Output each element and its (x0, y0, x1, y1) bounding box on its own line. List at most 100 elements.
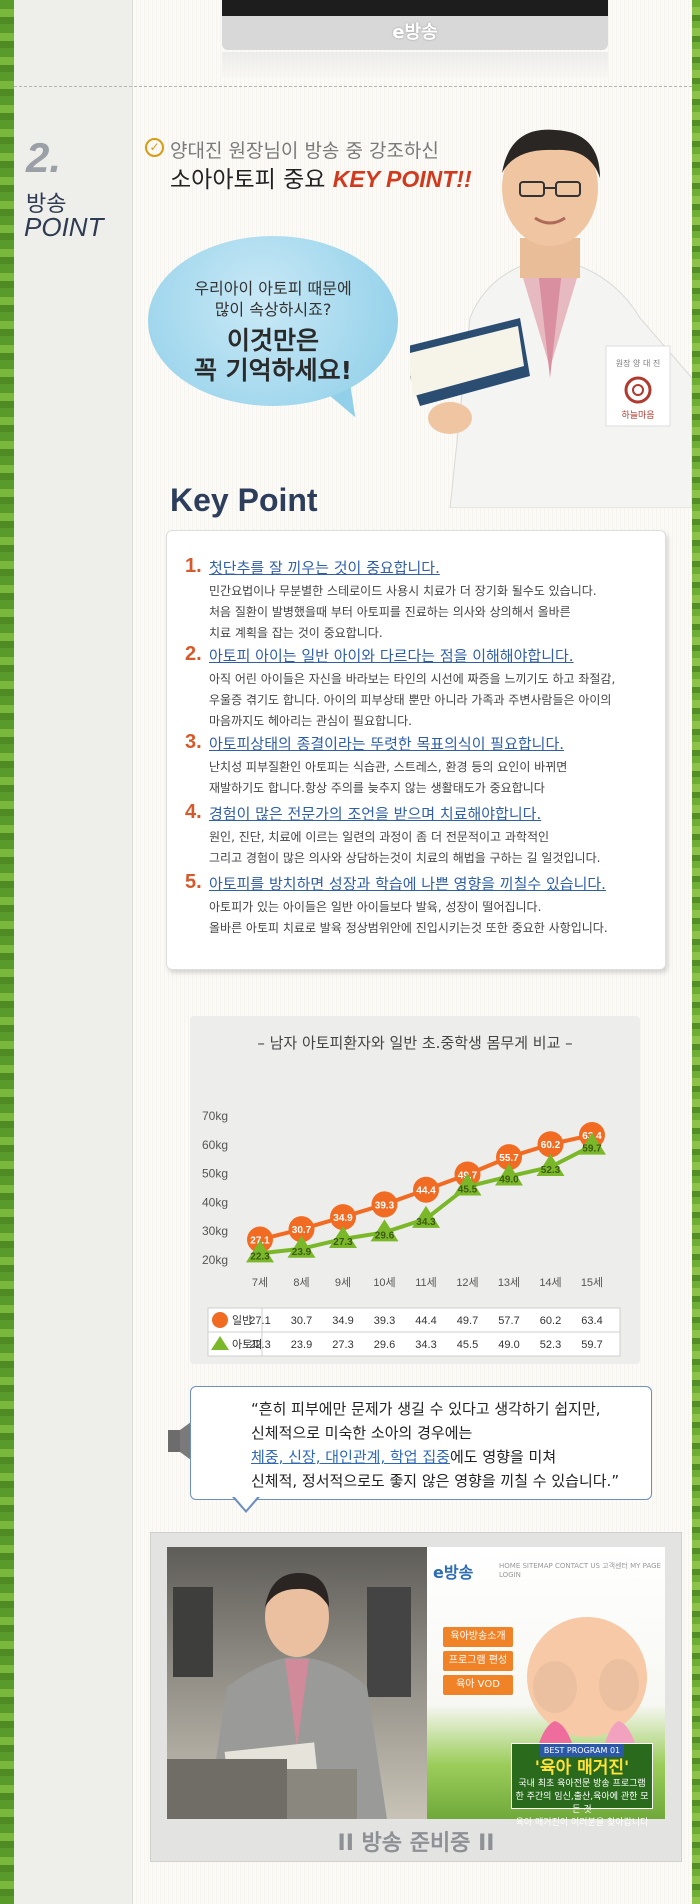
body-line: 민간요법이나 무분별한 스테로이드 사용시 치료가 더 장기화 될수도 있습니다… (209, 584, 597, 598)
bubble-question: 우리아이 아토피 때문에 많이 속상하시죠? (148, 278, 398, 320)
body-line: 아토피가 있는 아이들은 일반 아이들보다 발육, 성장이 떨어집니다. (209, 900, 542, 914)
table-cell: 57.7 (498, 1315, 519, 1327)
site-menu-item[interactable]: 육아 VOD (443, 1675, 513, 1695)
y-tick-label: 60kg (202, 1138, 228, 1152)
key-point-heading: 아토피 아이는 일반 아이와 다르다는 점을 이해해야합니다. (209, 647, 574, 665)
data-label: 23.9 (292, 1247, 312, 1258)
left-grass-border (0, 0, 14, 1904)
section-sidebar (14, 0, 133, 1904)
key-point-body: 민간요법이나 무분별한 스테로이드 사용시 치료가 더 장기화 될수도 있습니다… (209, 581, 657, 644)
table-cell: 63.4 (581, 1315, 602, 1327)
weight-line-chart: 20kg 30kg 40kg 50kg 60kg 70kg 7세 8세 9세 10세 11세 12세 1… (202, 1109, 621, 1357)
table-cell: 52.3 (540, 1339, 561, 1351)
broadcast-website-screenshot: e방송 HOME SITEMAP CONTACT US 고객센터 MY PAGE… (427, 1547, 665, 1828)
key-point-number: 1. (185, 555, 202, 577)
quote-line3: 체중, 신장, 대인관계, 학업 집중에도 영향을 미쳐 (251, 1445, 643, 1469)
key-point-number: 2. (185, 643, 202, 665)
table-cell: 45.5 (457, 1339, 478, 1351)
data-label: 22.3 (250, 1251, 270, 1262)
weight-chart-panel: – 남자 아토피환자와 일반 초.중학생 몸무게 비교 – 20kg 30kg 40… (190, 1016, 640, 1364)
data-label: 30.7 (292, 1225, 312, 1236)
x-tick-label: 7세 (252, 1276, 268, 1289)
legend-name: 일반 (232, 1313, 252, 1327)
key-point-body: 아토피가 있는 아이들은 일반 아이들보다 발육, 성장이 떨어집니다. 올바른… (209, 897, 657, 939)
legend-marker-atopy (211, 1336, 229, 1350)
x-tick-label: 11세 (415, 1276, 437, 1289)
data-label: 52.3 (541, 1165, 561, 1176)
y-tick-label: 30kg (202, 1224, 228, 1238)
data-point-normal (371, 1191, 398, 1218)
quote-tail-inner (234, 1496, 258, 1510)
body-line: 아직 어린 아이들은 자신을 바라보는 타인의 시선에 짜증을 느끼기도 하고 … (209, 672, 616, 686)
doctor-illustration: 원장 양 대 진 하늘마음 (410, 129, 692, 508)
x-tick-label: 15세 (581, 1276, 603, 1289)
data-point-normal (496, 1144, 522, 1171)
y-tick-label: 70kg (202, 1109, 228, 1123)
table-cell: 29.6 (374, 1339, 395, 1351)
body-line: 재발하기도 합니다.항상 주의를 늦추지 않는 생활태도가 중요합니다 (209, 781, 545, 795)
data-label: 34.9 (333, 1213, 353, 1224)
monitor-bottom: e방송 (222, 0, 608, 50)
body-line: 난치성 피부질환인 아토피는 식습관, 스트레스, 환경 등의 요인이 바뀌면 (209, 760, 568, 774)
data-label: 49.0 (499, 1174, 519, 1185)
bubble-line4: 꼭 기억하세요! (193, 356, 353, 385)
table-cell: 30.7 (291, 1315, 312, 1327)
table-cell: 34.9 (332, 1315, 353, 1327)
x-tick-label: 10세 (373, 1276, 395, 1289)
clinic-badge: 하늘마음 (621, 410, 654, 421)
chart-title: – 남자 아토피환자와 일반 초.중학생 몸무게 비교 – (257, 1034, 573, 1052)
data-label: 39.3 (375, 1200, 395, 1211)
data-label: 29.6 (375, 1230, 395, 1241)
site-logo: e방송 (433, 1563, 474, 1582)
data-point-atopy (412, 1205, 440, 1228)
quote-line1: “흔히 피부에만 문제가 생길 수 있다고 생각하기 쉽지만, (251, 1400, 601, 1418)
table-cell: 49.0 (498, 1339, 519, 1351)
key-point-heading: 아토피를 방치하면 성장과 학습에 나쁜 영향을 끼칠수 있습니다. (209, 875, 606, 893)
data-point-atopy (453, 1173, 482, 1196)
data-label: 60.2 (541, 1140, 561, 1151)
quote-line4: 신체적, 정서적으로도 좋지 않은 영향을 끼칠 수 있습니다.” (251, 1472, 620, 1490)
site-menu-item[interactable]: 육아방송소개 (443, 1627, 513, 1647)
section-number: 2. (26, 134, 62, 181)
headline-line1: 양대진 원장님이 방송 중 강조하신 (170, 140, 439, 162)
check-icon: ✓ (145, 138, 164, 157)
monitor-logo: e방송 (392, 22, 438, 43)
site-menu-item[interactable]: 프로그램 편성 (443, 1651, 513, 1671)
body-line: 마음까지도 헤아리는 관심이 필요합니다. (209, 714, 412, 728)
x-tick-label: 8세 (293, 1276, 309, 1289)
banner-line: 육아 매거진이 여러분을 찾아갑니다 (515, 1818, 649, 1828)
data-point-atopy (578, 1132, 606, 1155)
data-point-normal (413, 1176, 439, 1203)
key-point-heading: 경험이 많은 전문가의 조언을 받으며 치료해야합니다. (209, 805, 542, 823)
data-label: 59.7 (582, 1144, 602, 1155)
data-label: 55.7 (499, 1153, 519, 1164)
data-point-atopy (370, 1219, 399, 1242)
key-point-heading: 아토피상태의 종결이라는 뚜렷한 목표의식이 필요합니다. (209, 735, 565, 753)
quote-line2: 신체적으로 미숙한 소아의 경우에는 (251, 1424, 473, 1442)
quote-line3-rest: 에도 영향을 미쳐 (449, 1448, 557, 1466)
right-grass-border (692, 0, 700, 1904)
table-cell: 44.4 (415, 1315, 436, 1327)
legend-marker-normal (212, 1312, 228, 1328)
key-point-number: 4. (185, 801, 202, 823)
banner-line: 한 주간의 임신,출산,육아에 관한 모든 것 (515, 1792, 649, 1815)
bubble-line1: 우리아이 아토피 때문에 (194, 279, 352, 298)
photo-caption: II 방송 준비중 II (337, 1831, 495, 1856)
x-tick-label: 9세 (335, 1276, 351, 1289)
best-program-banner[interactable]: BEST PROGRAM 01 '육아 매거진' 국내 최초 육아전문 방송 프… (511, 1743, 653, 1828)
doctor-name-badge: 원장 양 대 진 (616, 358, 660, 368)
key-point-number: 3. (185, 731, 202, 753)
quote-box: “흔히 피부에만 문제가 생길 수 있다고 생각하기 쉽지만, 신체적으로 미숙… (190, 1386, 652, 1500)
data-point-atopy (287, 1235, 316, 1258)
data-label: 34.3 (416, 1217, 436, 1228)
table-cell: 34.3 (415, 1339, 436, 1351)
key-point-title: Key Point (170, 482, 318, 518)
body-line: 원인, 진단, 치료에 이르는 일련의 과정이 좀 더 전문적이고 과학적인 (209, 830, 550, 844)
table-cell: 59.7 (581, 1339, 602, 1351)
table-cell: 49.7 (457, 1315, 478, 1327)
broadcast-photo-frame: e방송 HOME SITEMAP CONTACT US 고객센터 MY PAGE… (150, 1532, 682, 1862)
data-point-normal (537, 1131, 564, 1158)
y-tick-label: 20kg (202, 1253, 228, 1267)
bubble-line3: 이것만은 (226, 326, 319, 355)
data-point-normal (330, 1204, 356, 1231)
